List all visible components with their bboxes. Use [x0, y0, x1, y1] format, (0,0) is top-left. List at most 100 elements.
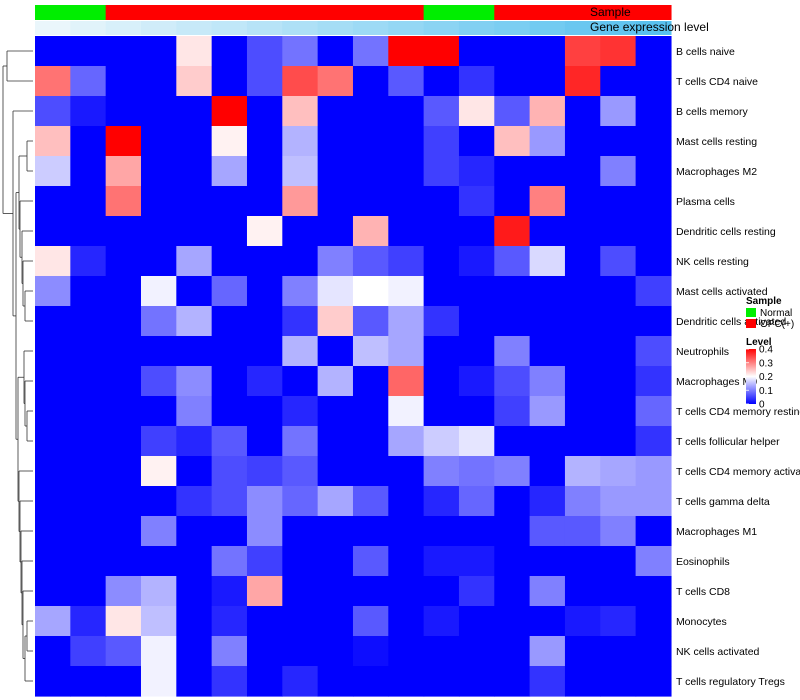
heatmap-cell — [211, 36, 248, 67]
heatmap-cell — [600, 366, 637, 397]
row-label: Macrophages M2 — [676, 166, 757, 178]
heatmap-cell — [564, 156, 601, 187]
heatmap-cell — [458, 246, 495, 277]
heatmap-cell — [388, 336, 425, 367]
heatmap-cell — [600, 336, 637, 367]
heatmap-cell — [105, 636, 142, 667]
heatmap-cell — [458, 486, 495, 517]
heatmap-cell — [140, 336, 177, 367]
heatmap-cell — [140, 576, 177, 607]
heatmap-cell — [70, 426, 107, 457]
heatmap-cell — [105, 186, 142, 217]
heatmap-cell — [246, 456, 283, 487]
gene-annotation-cell — [458, 21, 495, 35]
heatmap-cell — [529, 126, 566, 157]
heatmap-cell — [211, 216, 248, 247]
heatmap-cell — [211, 606, 248, 637]
sample-annotation-cell — [317, 5, 354, 20]
heatmap-cell — [388, 426, 425, 457]
heatmap-cell — [600, 426, 637, 457]
heatmap-cell — [564, 606, 601, 637]
heatmap-cells — [35, 36, 672, 697]
heatmap-cell — [282, 66, 319, 97]
sample-annotation-cell — [246, 5, 283, 20]
row-label: B cells naive — [676, 46, 735, 58]
heatmap-cell — [600, 156, 637, 187]
heatmap-cell — [282, 366, 319, 397]
heatmap-cell — [458, 516, 495, 547]
heatmap-cell — [600, 306, 637, 337]
heatmap-cell — [317, 516, 354, 547]
heatmap-cell — [105, 36, 142, 67]
sample-annotation-cell — [458, 5, 495, 20]
heatmap-cell — [105, 216, 142, 247]
heatmap-cell — [423, 126, 460, 157]
row-label: NK cells resting — [676, 256, 749, 268]
gene-annotation-cell — [211, 21, 248, 35]
heatmap-cell — [70, 606, 107, 637]
heatmap-cell — [282, 156, 319, 187]
heatmap-cell — [35, 426, 71, 457]
heatmap-cell — [458, 336, 495, 367]
heatmap-cell — [70, 396, 107, 427]
heatmap-cell — [352, 366, 389, 397]
heatmap-cell — [564, 186, 601, 217]
legend-normal-label: Normal — [760, 308, 792, 319]
heatmap-cell — [282, 636, 319, 667]
heatmap-cell — [423, 396, 460, 427]
heatmap-cell — [494, 666, 531, 697]
gene-annotation-cell — [388, 21, 425, 35]
heatmap-cell — [70, 96, 107, 127]
heatmap-cell — [458, 66, 495, 97]
legend-sample-title: Sample — [746, 296, 782, 307]
heatmap-cell — [70, 336, 107, 367]
heatmap-cell — [635, 186, 672, 217]
heatmap-cell — [423, 516, 460, 547]
heatmap-cell — [282, 336, 319, 367]
heatmap-cell — [282, 546, 319, 577]
heatmap-cell — [529, 336, 566, 367]
heatmap-cell — [176, 516, 213, 547]
heatmap-cell — [388, 396, 425, 427]
row-labels: B cells naive T cells CD4 naive B cells me… — [676, 46, 800, 688]
heatmap-cell — [494, 516, 531, 547]
heatmap-cell — [35, 216, 71, 247]
heatmap-cell — [388, 276, 425, 307]
heatmap-cell — [317, 366, 354, 397]
heatmap-cell — [35, 186, 71, 217]
heatmap-cell — [529, 246, 566, 277]
row-label: T cells CD4 memory resting — [676, 406, 800, 418]
heatmap-cell — [494, 66, 531, 97]
heatmap-cell — [458, 456, 495, 487]
heatmap-cell — [564, 246, 601, 277]
heatmap-cell — [352, 516, 389, 547]
heatmap-cell — [35, 456, 71, 487]
heatmap-cell — [352, 126, 389, 157]
heatmap-cell — [140, 186, 177, 217]
heatmap-cell — [105, 516, 142, 547]
heatmap-cell — [352, 246, 389, 277]
heatmap-cell — [388, 126, 425, 157]
heatmap-cell — [635, 606, 672, 637]
sample-annotation-cell — [494, 5, 531, 20]
sample-annotation-cell — [635, 5, 672, 20]
heatmap-cell — [70, 366, 107, 397]
heatmap-cell — [211, 666, 248, 697]
heatmap-cell — [635, 216, 672, 247]
heatmap-cell — [211, 576, 248, 607]
heatmap-cell — [282, 36, 319, 67]
heatmap-cell — [105, 156, 142, 187]
sample-annotation-cell — [388, 5, 425, 20]
heatmap-cell — [564, 486, 601, 517]
heatmap-cell — [529, 306, 566, 337]
heatmap-cell — [140, 276, 177, 307]
heatmap-cell — [494, 336, 531, 367]
heatmap-cell — [635, 36, 672, 67]
gene-annotation-cell — [423, 21, 460, 35]
row-label: T cells CD8 — [676, 586, 730, 598]
heatmap-cell — [494, 156, 531, 187]
heatmap-cell — [352, 396, 389, 427]
heatmap-cell — [529, 486, 566, 517]
heatmap-cell — [352, 36, 389, 67]
heatmap-cell — [317, 636, 354, 667]
